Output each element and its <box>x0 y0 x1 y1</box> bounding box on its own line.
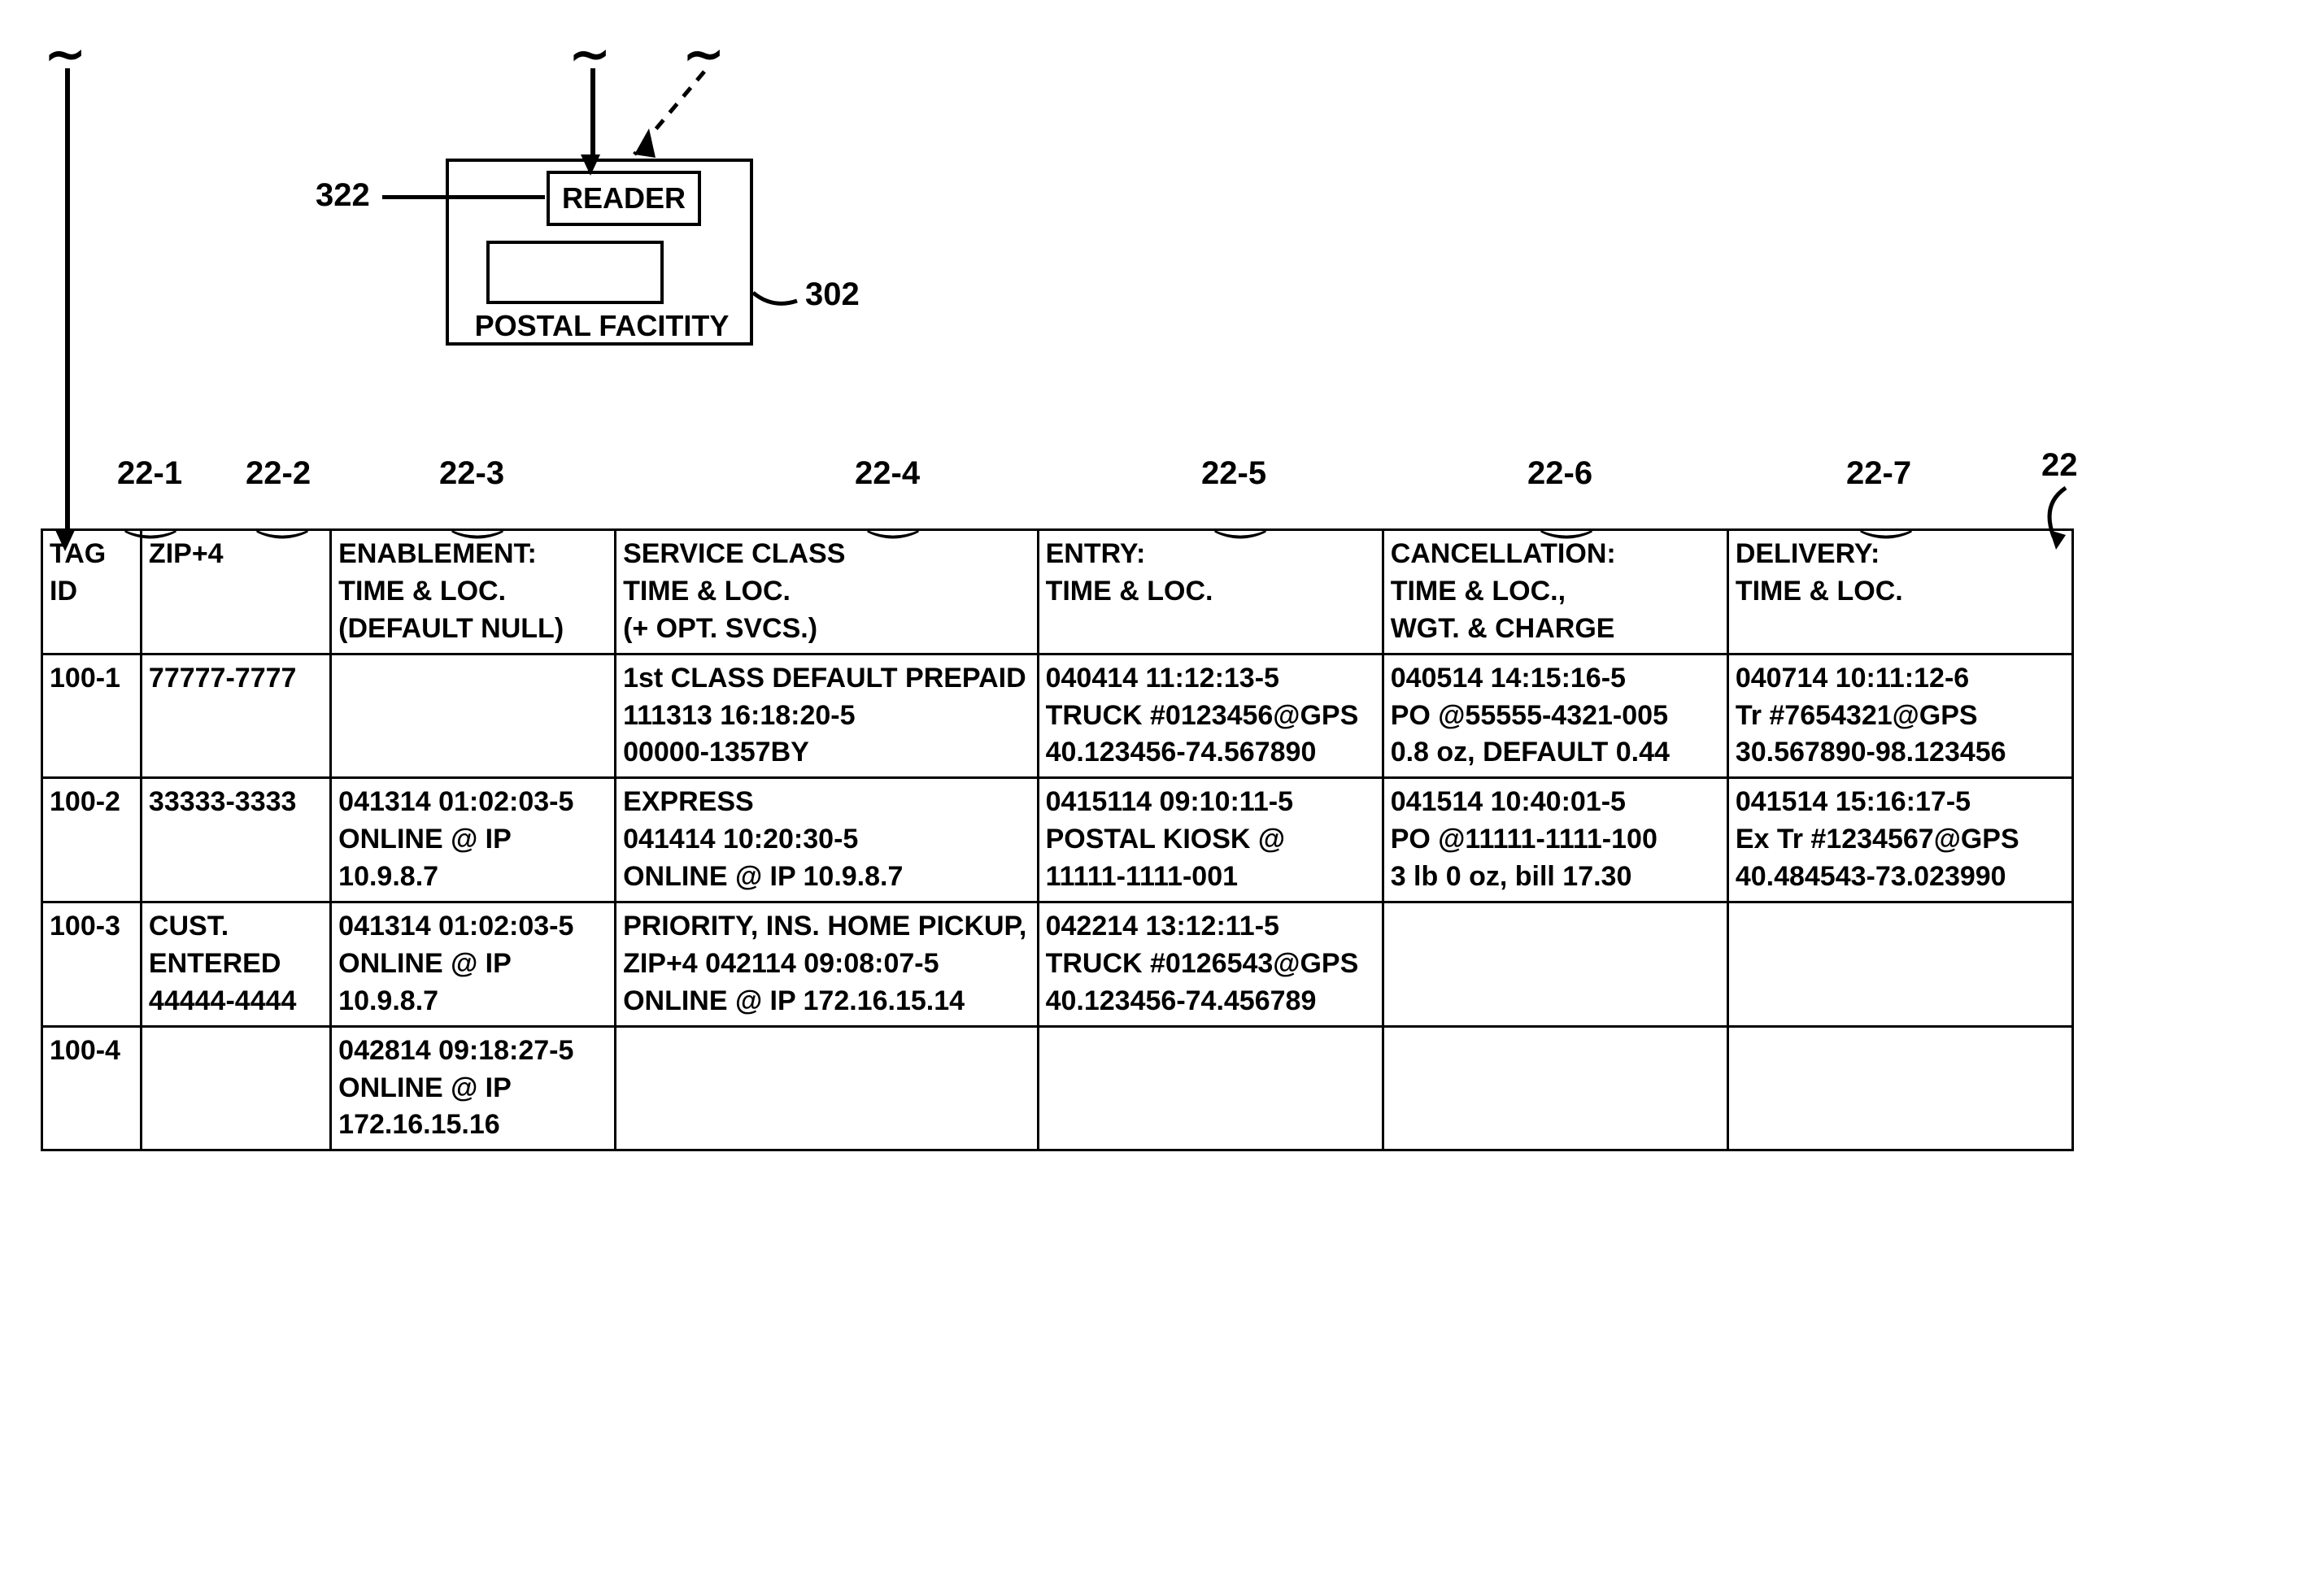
table-row: 100-2 33333-3333 041314 01:02:03-5 ONLIN… <box>42 778 2073 902</box>
cell: 1st CLASS DEFAULT PREPAID 111313 16:18:2… <box>616 654 1039 778</box>
records-table: TAG ID ZIP+4 ENABLEMENT: TIME & LOC. (DE… <box>41 528 2074 1151</box>
th-1: ZIP+4 <box>141 530 330 654</box>
cell: 77777-7777 <box>141 654 330 778</box>
table-header-row: TAG ID ZIP+4 ENABLEMENT: TIME & LOC. (DE… <box>42 530 2073 654</box>
cell <box>141 1026 330 1150</box>
cell: 040714 10:11:12-6 Tr #7654321@GPS 30.567… <box>1727 654 2072 778</box>
cell <box>616 1026 1039 1150</box>
hook-22-svg <box>33 33 2267 602</box>
cell: 100-1 <box>42 654 142 778</box>
th-5: CANCELLATION: TIME & LOC., WGT. & CHARGE <box>1383 530 1727 654</box>
cell: EXPRESS 041414 10:20:30-5 ONLINE @ IP 10… <box>616 778 1039 902</box>
th-6: DELIVERY: TIME & LOC. <box>1727 530 2072 654</box>
table-row: 100-3 CUST. ENTERED 44444-4444 041314 01… <box>42 902 2073 1027</box>
cell: 0415114 09:10:11-5 POSTAL KIOSK @ 11111-… <box>1038 778 1383 902</box>
table-row: 100-4 042814 09:18:27-5 ONLINE @ IP 172.… <box>42 1026 2073 1150</box>
cell: 040514 14:15:16-5 PO @55555-4321-005 0.8… <box>1383 654 1727 778</box>
cell: 041314 01:02:03-5 ONLINE @ IP 10.9.8.7 <box>331 778 616 902</box>
cell: 042814 09:18:27-5 ONLINE @ IP 172.16.15.… <box>331 1026 616 1150</box>
th-3: SERVICE CLASS TIME & LOC. (+ OPT. SVCS.) <box>616 530 1039 654</box>
diagram-canvas: ∼ ∼ ∼ READER POSTAL FACITITY 322 302 22-… <box>33 33 2267 1563</box>
cell: 041514 10:40:01-5 PO @11111-1111-100 3 l… <box>1383 778 1727 902</box>
cell: 041514 15:16:17-5 Ex Tr #1234567@GPS 40.… <box>1727 778 2072 902</box>
table-row: 100-1 77777-7777 1st CLASS DEFAULT PREPA… <box>42 654 2073 778</box>
th-0: TAG ID <box>42 530 142 654</box>
th-2: ENABLEMENT: TIME & LOC. (DEFAULT NULL) <box>331 530 616 654</box>
cell: 100-4 <box>42 1026 142 1150</box>
cell: PRIORITY, INS. HOME PICKUP, ZIP+4 042114… <box>616 902 1039 1027</box>
th-4: ENTRY: TIME & LOC. <box>1038 530 1383 654</box>
cell: 041314 01:02:03-5 ONLINE @ IP 10.9.8.7 <box>331 902 616 1027</box>
table-body: 100-1 77777-7777 1st CLASS DEFAULT PREPA… <box>42 654 2073 1150</box>
cell <box>331 654 616 778</box>
cell: 040414 11:12:13-5 TRUCK #0123456@GPS 40.… <box>1038 654 1383 778</box>
cell <box>1383 902 1727 1027</box>
cell: 100-3 <box>42 902 142 1027</box>
cell: 33333-3333 <box>141 778 330 902</box>
cell <box>1727 902 2072 1027</box>
cell: 042214 13:12:11-5 TRUCK #0126543@GPS 40.… <box>1038 902 1383 1027</box>
cell <box>1383 1026 1727 1150</box>
cell: 100-2 <box>42 778 142 902</box>
cell <box>1038 1026 1383 1150</box>
table-head: TAG ID ZIP+4 ENABLEMENT: TIME & LOC. (DE… <box>42 530 2073 654</box>
cell <box>1727 1026 2072 1150</box>
cell: CUST. ENTERED 44444-4444 <box>141 902 330 1027</box>
